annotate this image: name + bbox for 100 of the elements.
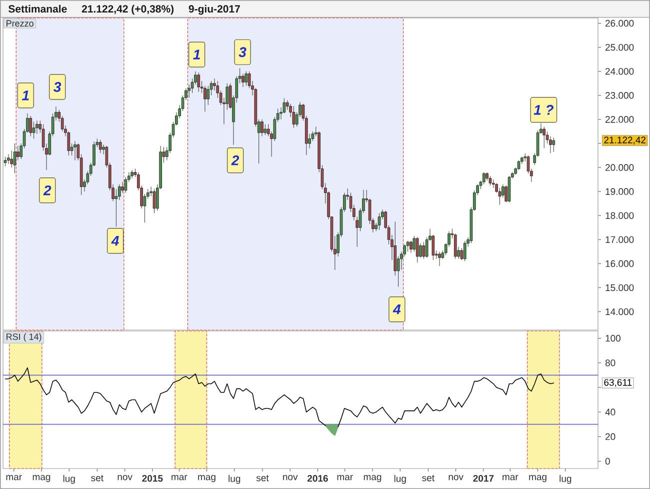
candlestick — [286, 100, 289, 110]
x-tick-label: 2015 — [142, 475, 163, 482]
candlestick — [292, 106, 296, 128]
candlestick — [121, 182, 124, 193]
candlestick — [4, 156, 7, 167]
x-tick-label: mar — [172, 475, 188, 480]
candlestick — [410, 240, 412, 254]
candlestick — [190, 78, 194, 94]
annotation: 4 — [392, 304, 401, 314]
x-tick-label: lug — [560, 475, 572, 484]
candlestick — [188, 84, 191, 98]
candlestick — [482, 172, 486, 185]
candlestick — [74, 140, 76, 161]
text: 9-giu-2017 — [188, 4, 240, 15]
candlestick — [549, 136, 552, 154]
y-tick-label: 15.000 — [606, 284, 634, 292]
y-tick-label: 24.000 — [606, 68, 634, 75]
annotation: 1 ? — [534, 104, 554, 115]
candlestick — [60, 116, 64, 132]
y-tick-label: 25.000 — [606, 44, 634, 51]
candlestick — [486, 172, 488, 181]
candlestick — [36, 120, 38, 134]
chart-title: Prezzo — [6, 20, 34, 27]
candlestick — [454, 233, 457, 260]
annotation: 3 — [238, 47, 246, 58]
annotation: 2 — [43, 185, 52, 196]
candlestick — [67, 131, 70, 156]
candlestick — [42, 124, 45, 151]
x-tick-label: mag — [32, 475, 50, 482]
y-tick-label: 40 — [605, 408, 616, 416]
y-tick-label: 22.000 — [606, 116, 634, 123]
candlestick — [204, 86, 206, 112]
annotation: 2 — [231, 155, 240, 166]
y-tick-label: 100 — [606, 334, 620, 342]
candlestick — [542, 126, 546, 148]
x-tick-label: mar — [6, 475, 22, 480]
x-tick-label: set — [256, 475, 269, 482]
y-tick-label: 16.000 — [606, 260, 634, 268]
y-tick-label: 14.000 — [606, 308, 634, 316]
candlestick — [403, 244, 406, 257]
x-tick-label: mag — [364, 475, 382, 482]
y-tick-label: 20.000 — [606, 164, 634, 171]
x-tick-label: mar — [502, 475, 518, 480]
candlestick — [552, 137, 556, 152]
candlestick — [502, 184, 504, 198]
candlestick — [10, 150, 14, 168]
candlestick — [492, 179, 495, 188]
text: 21.122,42 — [604, 136, 646, 144]
annotation: 1 — [22, 90, 29, 100]
candlestick — [226, 83, 229, 110]
candlestick — [406, 240, 410, 252]
x-tick-label: lug — [228, 475, 240, 484]
annotation: 1 — [193, 50, 200, 60]
candlestick — [463, 240, 466, 262]
chart-title: RSI ( 14) — [6, 333, 42, 342]
x-tick-label: nov — [118, 475, 132, 480]
candlestick — [118, 184, 121, 200]
candlestick — [526, 155, 530, 174]
y-tick-label: 18.000 — [606, 212, 634, 219]
candlestick — [248, 71, 251, 88]
text: 63,611 — [604, 379, 632, 387]
candlestick — [488, 176, 492, 186]
candlestick — [7, 154, 10, 164]
x-tick-label: mag — [198, 475, 216, 482]
candlestick — [394, 221, 397, 276]
candlestick — [98, 140, 102, 154]
candlestick — [508, 176, 511, 203]
candlestick — [498, 188, 502, 205]
text: Settimanale — [8, 4, 67, 13]
candlestick — [495, 182, 498, 193]
candlestick — [114, 188, 118, 227]
candlestick — [13, 143, 16, 174]
x-tick-label: 2016 — [307, 475, 328, 482]
candlestick — [194, 71, 197, 85]
candlestick — [32, 122, 36, 139]
x-tick-label: mar — [337, 475, 353, 480]
x-tick-label: mag — [529, 475, 546, 482]
candlestick — [213, 78, 216, 91]
candlestick — [210, 80, 213, 96]
annotation: 4 — [111, 236, 119, 246]
y-tick-label: 20 — [606, 433, 616, 440]
candlestick — [266, 124, 270, 136]
y-tick-label: 80 — [605, 359, 616, 366]
candlestick — [124, 176, 128, 193]
candlestick — [130, 170, 134, 179]
candlestick — [311, 131, 314, 142]
candlestick — [425, 236, 428, 258]
x-tick-label: 2017 — [473, 475, 494, 482]
x-tick-label: set — [422, 475, 434, 482]
x-tick-label: lug — [63, 475, 75, 484]
text: 21.122,42 (+0,38%) — [82, 4, 174, 15]
candlestick — [438, 251, 441, 266]
candlestick — [29, 116, 32, 136]
annotation: 3 — [54, 82, 62, 92]
x-tick-label: nov — [283, 475, 298, 480]
candlestick — [517, 160, 520, 170]
candlestick — [264, 124, 267, 136]
candlestick — [282, 98, 286, 114]
y-tick-label: 26.000 — [606, 20, 634, 27]
candlestick — [422, 242, 426, 260]
